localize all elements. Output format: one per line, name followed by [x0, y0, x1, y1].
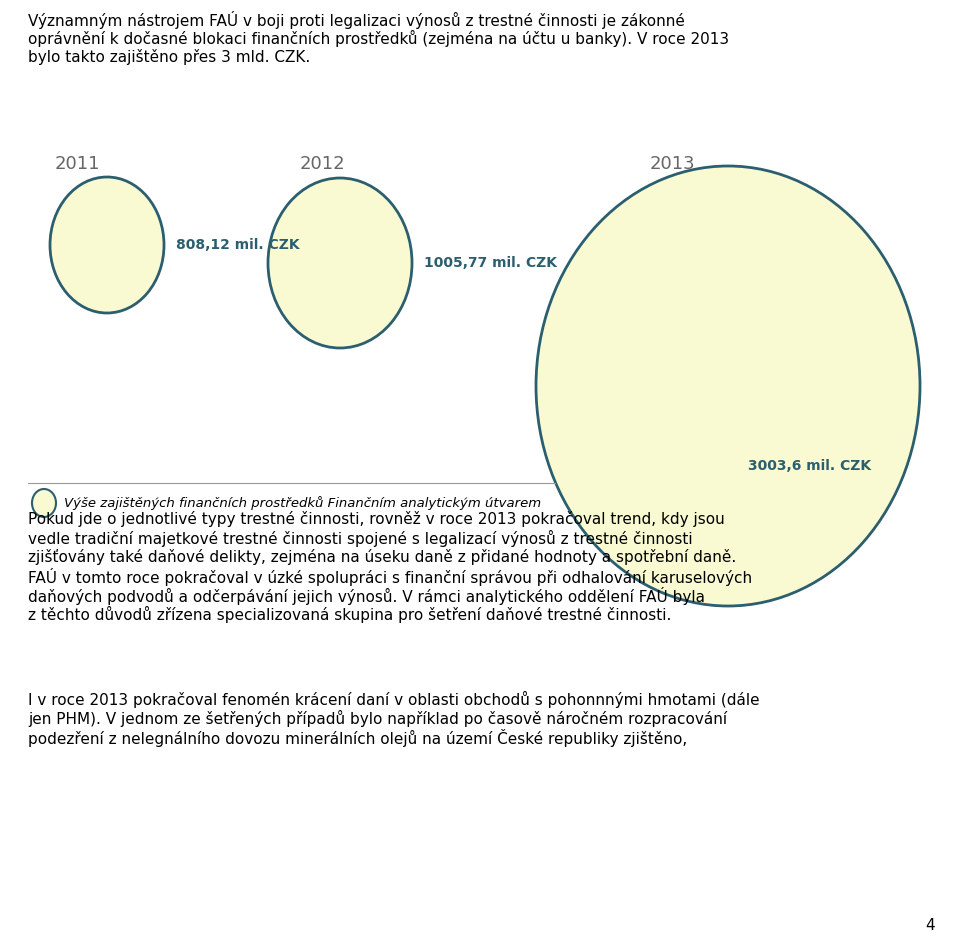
Text: 2011: 2011	[55, 155, 101, 173]
Text: oprávnění k dočasné blokaci finančních prostředků (zejména na účtu u banky). V r: oprávnění k dočasné blokaci finančních p…	[28, 30, 730, 47]
Text: I v roce 2013 pokračoval fenomén krácení daní v oblasti obchodů s pohonnnými hmo: I v roce 2013 pokračoval fenomén krácení…	[28, 691, 759, 708]
Text: jen PHM). V jednom ze šetřených případů bylo například po časově náročném rozpra: jen PHM). V jednom ze šetřených případů …	[28, 710, 727, 727]
Text: FAÚ v tomto roce pokračoval v úzké spolupráci s finanční správou při odhalování : FAÚ v tomto roce pokračoval v úzké spolu…	[28, 568, 752, 586]
Text: bylo takto zajištěno přes 3 mld. CZK.: bylo takto zajištěno přes 3 mld. CZK.	[28, 49, 310, 65]
Text: z těchto důvodů zřízena specializovaná skupina pro šetření daňové trestné činnos: z těchto důvodů zřízena specializovaná s…	[28, 606, 671, 623]
Text: 2013: 2013	[650, 155, 696, 173]
Text: 4: 4	[925, 918, 935, 933]
Ellipse shape	[32, 489, 56, 517]
Ellipse shape	[268, 178, 412, 348]
Text: podezření z nelegnálního dovozu minerálních olejů na území České republiky zjišt: podezření z nelegnálního dovozu mineráln…	[28, 729, 687, 747]
Ellipse shape	[536, 166, 920, 606]
Text: 1005,77 mil. CZK: 1005,77 mil. CZK	[424, 256, 557, 270]
Ellipse shape	[50, 177, 164, 313]
Text: zjišťovány také daňové delikty, zejména na úseku daně z přidané hodnoty a spotře: zjišťovány také daňové delikty, zejména …	[28, 549, 736, 565]
Text: 3003,6 mil. CZK: 3003,6 mil. CZK	[748, 459, 871, 473]
Text: Pokud jde o jednotlivé typy trestné činnosti, rovněž v roce 2013 pokračoval tren: Pokud jde o jednotlivé typy trestné činn…	[28, 511, 725, 527]
Text: 2012: 2012	[300, 155, 346, 173]
Text: Výše zajištěných finančních prostředků Finančním analytickým útvarem: Výše zajištěných finančních prostředků F…	[64, 496, 541, 510]
Text: vedle tradiční majetkové trestné činnosti spojené s legalizací výnosů z trestné : vedle tradiční majetkové trestné činnost…	[28, 530, 692, 547]
Text: daňových podvodů a odčerpávání jejich výnosů. V rámci analytického oddělení FAÚ : daňových podvodů a odčerpávání jejich vý…	[28, 587, 705, 605]
Text: Významným nástrojem FAÚ v boji proti legalizaci výnosů z trestné činnosti je zák: Významným nástrojem FAÚ v boji proti leg…	[28, 11, 684, 29]
Text: 808,12 mil. CZK: 808,12 mil. CZK	[176, 238, 300, 252]
